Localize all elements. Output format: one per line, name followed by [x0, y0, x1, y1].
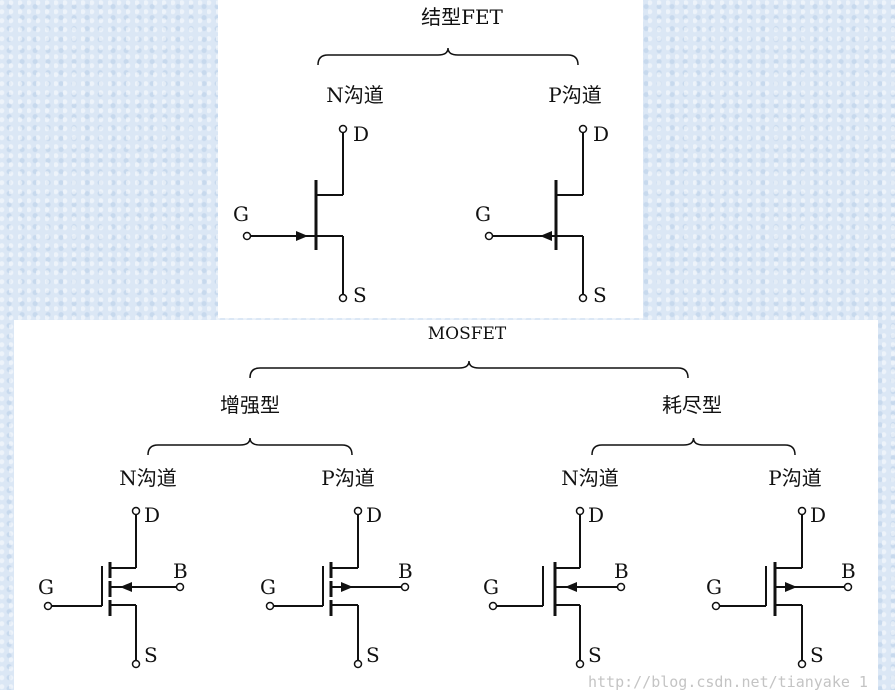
dep-n-mosfet-drain-terminal [575, 506, 585, 516]
enh-p-mosfet-gate-label: G [260, 575, 276, 599]
p-jfet-gate-terminal [484, 231, 494, 241]
dep-p-channel-label: P沟道 [768, 466, 821, 490]
dep-n-mosfet-body-label: B [614, 559, 629, 583]
enh-p-mosfet-source-label: S [366, 643, 380, 667]
enh-p-mosfet-drain-terminal [353, 506, 363, 516]
dep-p-mosfet-gate-label: G [706, 575, 722, 599]
depletion-title: 耗尽型 [662, 393, 722, 417]
watermark: http://blog.csdn.net/tianyake_1 [588, 673, 868, 690]
dep-n-channel-label: N沟道 [561, 466, 619, 490]
enh-n-mosfet-gate-terminal [43, 601, 53, 611]
jfet-n-channel-label: N沟道 [326, 83, 384, 107]
enhancement-brace [147, 437, 353, 456]
enh-n-mosfet-arrow-icon [120, 582, 132, 592]
jfet-panel [218, 0, 643, 318]
enh-p-mosfet-gate-terminal [265, 601, 275, 611]
enh-n-mosfet-body-label: B [173, 559, 188, 583]
enh-n-channel-label: N沟道 [119, 466, 177, 490]
dep-p-mosfet-drain-label: D [810, 503, 826, 527]
dep-p-mosfet-arrow-icon [785, 582, 797, 592]
dep-n-mosfet-drain-label: D [588, 503, 604, 527]
mosfet-panel [14, 320, 878, 690]
dep-p-mosfet-gate-terminal [711, 601, 721, 611]
enhancement-title: 增强型 [220, 393, 280, 417]
dep-n-mosfet-gate-terminal [488, 601, 498, 611]
n-jfet-gate-label: G [233, 202, 249, 226]
dep-n-mosfet-gate-label: G [483, 575, 499, 599]
enh-p-mosfet-arrow-icon [341, 582, 353, 592]
enh-n-mosfet-drain-label: D [144, 503, 160, 527]
jfet-brace [317, 47, 579, 66]
p-jfet-drain-label: D [593, 122, 609, 146]
enh-p-channel-label: P沟道 [321, 466, 374, 490]
depletion-brace [591, 437, 796, 456]
enh-p-mosfet-body-terminal [400, 582, 410, 592]
dep-p-mosfet-source-label: S [810, 643, 824, 667]
jfet-p-channel-label: P沟道 [548, 83, 601, 107]
dep-p-mosfet-body-terminal [843, 582, 853, 592]
n-jfet-drain-label: D [353, 122, 369, 146]
dep-n-mosfet-source-label: S [588, 643, 602, 667]
jfet-title: 结型FET [421, 5, 503, 29]
enh-p-mosfet-drain-label: D [366, 503, 382, 527]
enh-n-mosfet-gate-label: G [38, 575, 54, 599]
p-jfet-source-terminal [578, 293, 588, 303]
enh-p-mosfet-source-terminal [353, 659, 363, 669]
p-jfet-gate-label: G [475, 202, 491, 226]
enh-n-mosfet-drain-terminal [131, 506, 141, 516]
dep-p-mosfet-body-label: B [841, 559, 856, 583]
dep-n-mosfet-body-terminal [616, 582, 626, 592]
p-jfet-arrow-icon [540, 231, 552, 241]
n-jfet-gate-terminal [242, 231, 252, 241]
enh-n-mosfet-source-terminal [131, 659, 141, 669]
n-jfet-source-terminal [338, 293, 348, 303]
p-jfet-source-label: S [593, 283, 607, 307]
p-jfet-drain-terminal [578, 124, 588, 134]
n-jfet-arrow-icon [296, 231, 308, 241]
mosfet-title: MOSFET [428, 324, 507, 344]
enh-n-mosfet-body-terminal [175, 582, 185, 592]
dep-p-mosfet-source-terminal [797, 659, 807, 669]
dep-n-mosfet-arrow-icon [565, 582, 577, 592]
dep-n-mosfet-source-terminal [575, 659, 585, 669]
enh-p-mosfet-body-label: B [398, 559, 413, 583]
n-jfet-source-label: S [353, 283, 367, 307]
n-jfet-drain-terminal [338, 124, 348, 134]
enh-n-mosfet-source-label: S [144, 643, 158, 667]
mosfet-brace [249, 360, 689, 379]
dep-p-mosfet-drain-terminal [797, 506, 807, 516]
